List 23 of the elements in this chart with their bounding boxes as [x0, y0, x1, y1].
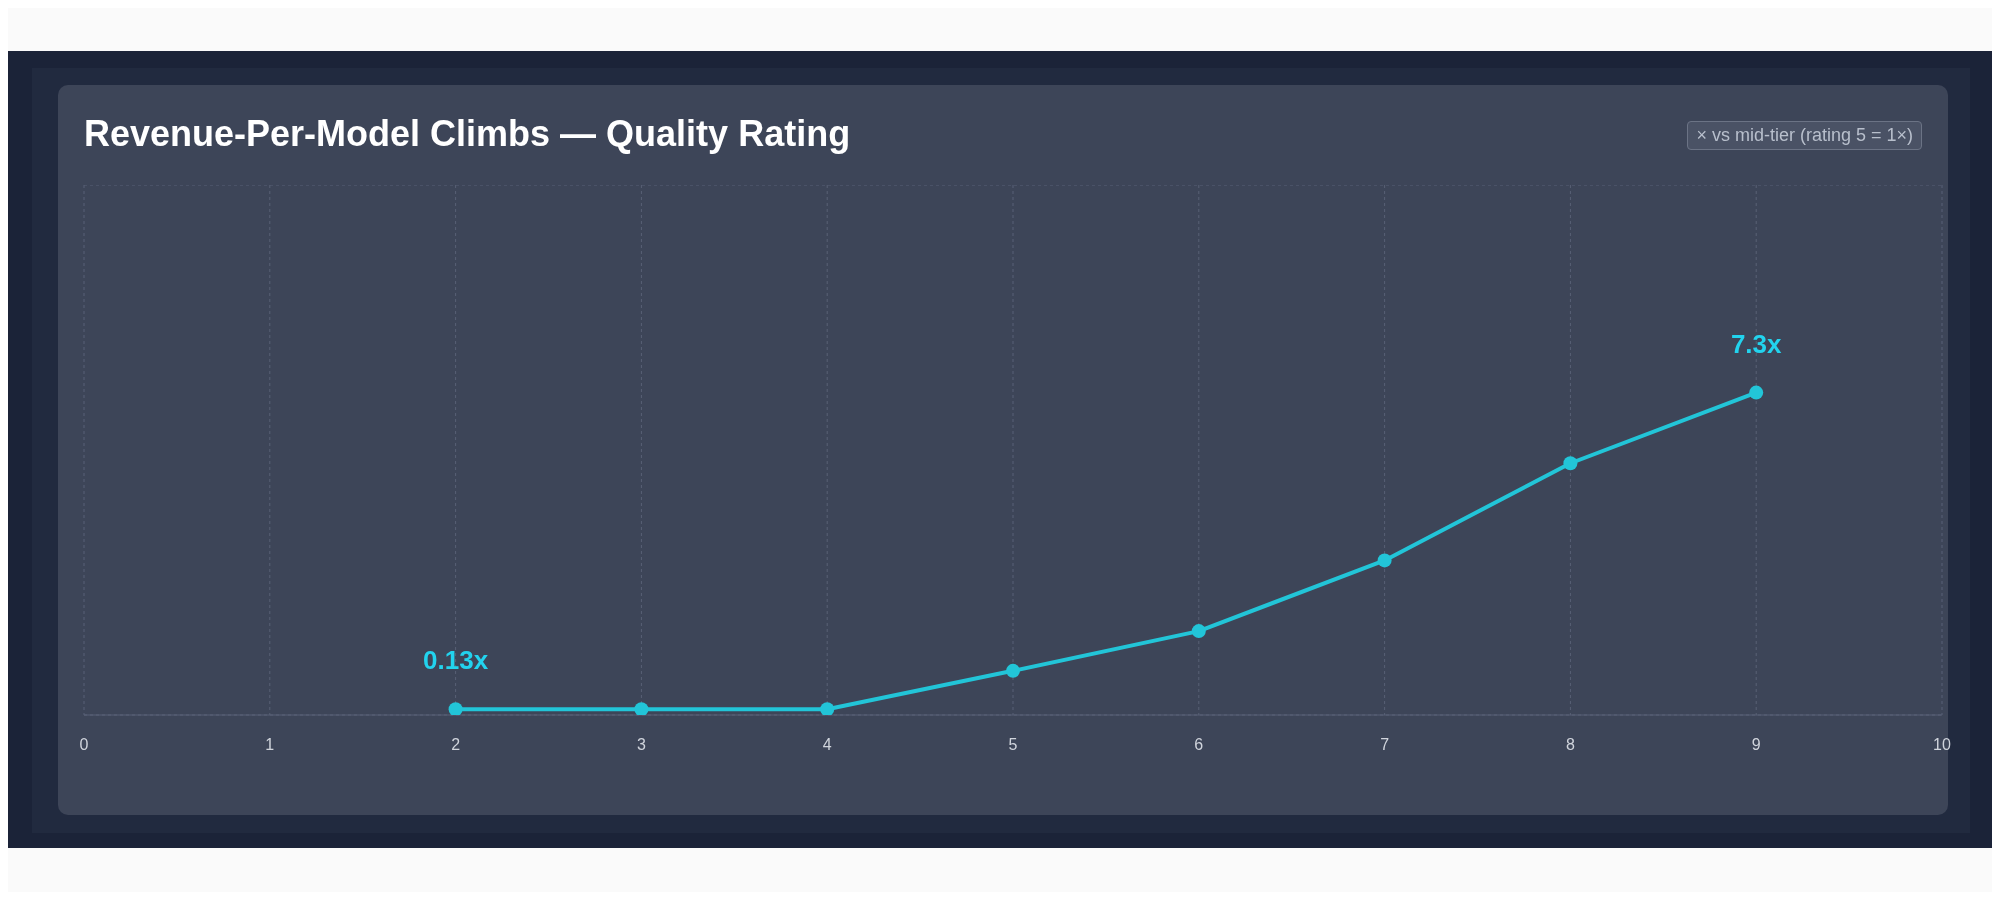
x-tick-label: 5: [1008, 736, 1018, 754]
data-label: 7.3x: [1730, 328, 1783, 359]
text: × vs mid-tier (rating 5 = 1×): [1687, 121, 1922, 150]
x-tick-label: 10: [1933, 736, 1951, 754]
point: [634, 702, 649, 715]
x-tick-label: 2: [451, 736, 461, 754]
x-tick-label: 0: [79, 736, 89, 754]
x-tick-label: 3: [636, 736, 646, 754]
point: [1563, 456, 1578, 471]
chart-title: Revenue-Per-Model Climbs — Quality Rating: [84, 113, 851, 155]
point: [1006, 663, 1020, 678]
x-tick-label: 1: [265, 736, 275, 754]
x-tick-label: 9: [1751, 736, 1761, 754]
point: [1191, 624, 1206, 639]
x-tick-label: 8: [1565, 736, 1575, 754]
data-label: 0.13x: [423, 645, 489, 676]
x-tick-label: 6: [1194, 736, 1204, 754]
point: [1377, 553, 1392, 568]
point: [820, 702, 835, 715]
point: [448, 702, 463, 715]
x-tick-label: 4: [822, 736, 832, 754]
x-tick-label: 7: [1380, 736, 1390, 754]
point: [1749, 385, 1764, 400]
